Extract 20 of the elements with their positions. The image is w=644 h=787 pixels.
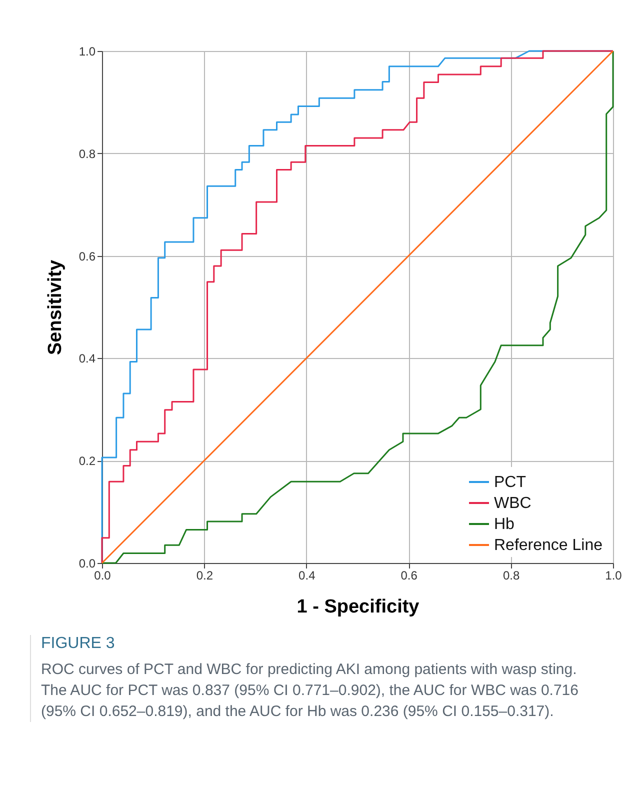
x-tick-label: 0.0 (94, 568, 112, 582)
caption: FIGURE 3 (41, 635, 116, 653)
legend-label: Reference Line (494, 537, 603, 554)
x-tick-label: 0.8 (502, 568, 520, 582)
y-tick-label: 0.6 (78, 249, 96, 264)
legend-label: PCT (494, 474, 526, 491)
y-tick-label: 0.2 (78, 454, 96, 468)
legend-label: WBC (494, 495, 532, 512)
y-axis-title: Sensitivity (44, 260, 66, 356)
y-tick-label: 1.0 (78, 44, 96, 58)
y-tick-label: 0.4 (78, 352, 96, 366)
x-tick-label: 0.6 (400, 568, 418, 582)
legend-label: Hb (494, 516, 515, 533)
y-tick-label: 0.0 (78, 556, 96, 570)
y-tick-label: 0.8 (78, 146, 96, 161)
text: ROC curves of PCT and WBC for predicting AKI among patients with wasp sting. The AUC for PCT was 0.837 (95% CI 0.771–0.902), the AUC for WBC was 0.716 (95% CI 0.652–0.819), and the AUC for Hb was 0.236 (95% CI 0.155–0.317). (41, 660, 580, 722)
x-axis-title: 1 - Specificity (296, 596, 420, 618)
x-tick-label: 1.0 (605, 568, 622, 582)
x-tick-label: 0.4 (298, 568, 316, 582)
x-tick-label: 0.2 (196, 568, 214, 582)
